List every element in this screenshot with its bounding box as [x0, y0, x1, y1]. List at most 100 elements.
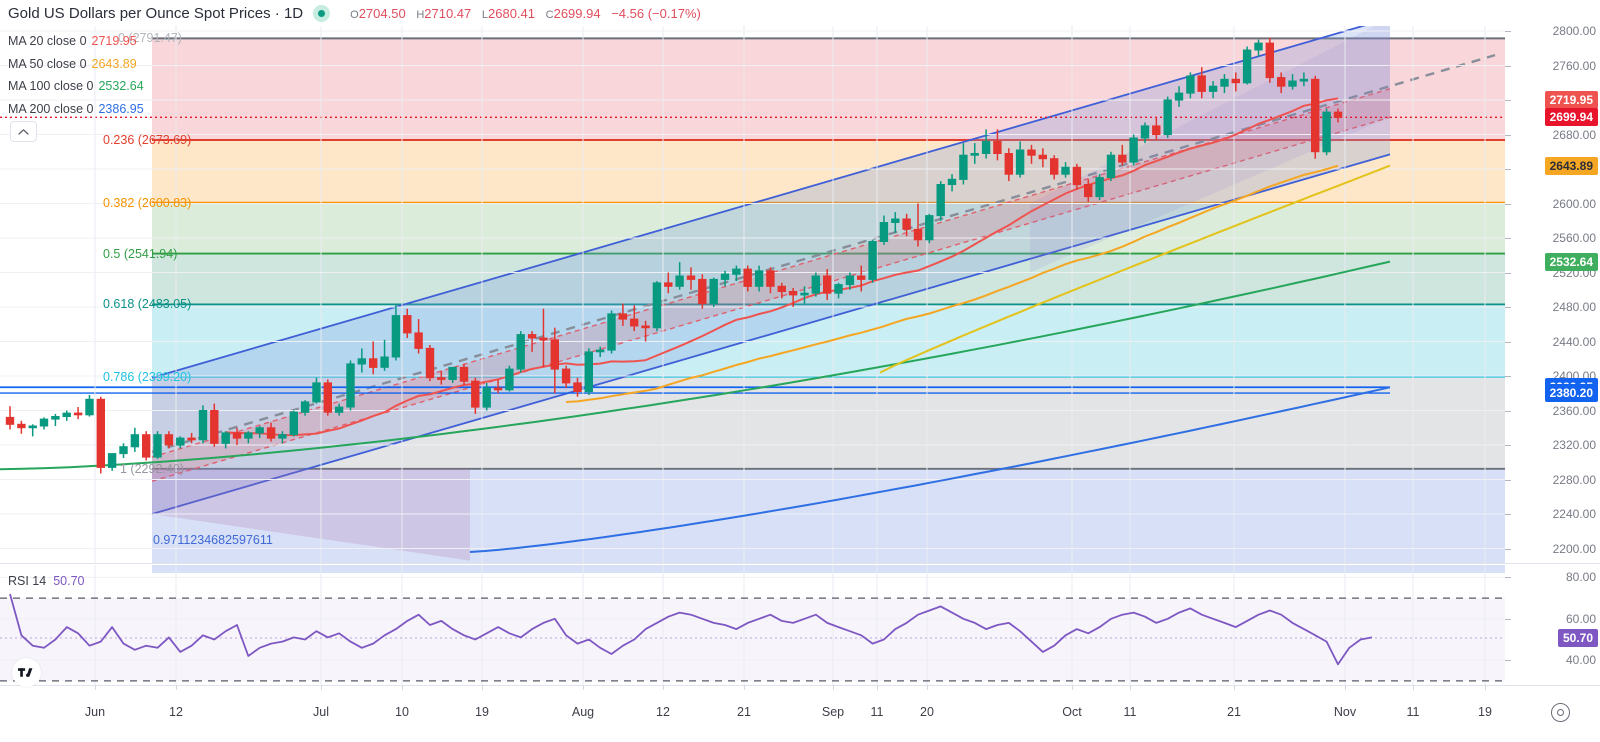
candle-body[interactable] — [1231, 78, 1240, 84]
candle-body[interactable] — [811, 275, 820, 294]
candle-body[interactable] — [266, 427, 276, 439]
candle-body[interactable] — [51, 416, 60, 420]
fib-label-7[interactable]: 0.9711234682597611 — [153, 533, 273, 547]
candle-body[interactable] — [289, 411, 299, 436]
candle-body[interactable] — [857, 275, 866, 280]
candle-body[interactable] — [743, 268, 752, 287]
candle-body[interactable] — [868, 241, 877, 280]
candle-body[interactable] — [130, 434, 140, 448]
candle-body[interactable] — [323, 382, 333, 413]
candle-body[interactable] — [300, 401, 310, 413]
candle-body[interactable] — [198, 410, 208, 441]
candle-body[interactable] — [1084, 184, 1093, 198]
candle-body[interactable] — [698, 278, 707, 305]
candle-body[interactable] — [1174, 92, 1184, 101]
candle-body[interactable] — [630, 318, 639, 327]
fib-label-1[interactable]: 0.236 (2673.69) — [103, 132, 192, 147]
candle-body[interactable] — [119, 446, 128, 455]
candle-body[interactable] — [993, 140, 1002, 155]
candle-body[interactable] — [85, 398, 94, 416]
candle-body[interactable] — [425, 347, 435, 379]
channel-upper-line[interactable] — [151, 26, 1390, 379]
candle-body[interactable] — [1197, 75, 1206, 92]
candle-body[interactable] — [255, 427, 264, 434]
candle-body[interactable] — [1027, 149, 1036, 156]
tradingview-logo-icon[interactable] — [12, 658, 41, 687]
candle-body[interactable] — [1163, 99, 1172, 135]
ma-20-line[interactable] — [225, 97, 1339, 437]
candle-body[interactable] — [448, 366, 457, 380]
candle-body[interactable] — [414, 332, 423, 349]
candle-body[interactable] — [1265, 42, 1274, 79]
time-axis[interactable]: Jun 12 Jul 10 19 Aug 12 21 Sep 11 20 Oct 11 21 Nov 11 19 — [0, 685, 1600, 742]
candle-body[interactable] — [221, 432, 230, 444]
pane-divider[interactable] — [0, 563, 1600, 564]
candle-body[interactable] — [823, 275, 832, 294]
rsi-pane[interactable] — [0, 565, 1505, 685]
candle-body[interactable] — [1288, 80, 1297, 87]
candle-body[interactable] — [902, 218, 911, 230]
candle-body[interactable] — [573, 382, 582, 392]
candle-body[interactable] — [5, 416, 15, 425]
candle-body[interactable] — [1072, 166, 1082, 186]
candle-body[interactable] — [607, 313, 616, 351]
candle-body[interactable] — [403, 315, 412, 334]
candle-body[interactable] — [539, 337, 548, 341]
fib-label-2[interactable]: 0.382 (2600.83) — [103, 195, 192, 210]
candle-body[interactable] — [471, 380, 480, 408]
candle-body[interactable] — [459, 366, 469, 382]
candle-body[interactable] — [1129, 137, 1138, 163]
candle-body[interactable] — [834, 284, 843, 294]
candle-body[interactable] — [1118, 154, 1127, 163]
candle-body[interactable] — [1015, 149, 1025, 175]
legend-row-1[interactable]: MA 50 close 0 2643.89 — [8, 53, 144, 76]
candle-body[interactable] — [788, 291, 798, 296]
candle-body[interactable] — [970, 153, 979, 156]
candle-body[interactable] — [686, 275, 696, 280]
candle-body[interactable] — [913, 228, 923, 241]
candle-body[interactable] — [493, 387, 503, 391]
candle-body[interactable] — [561, 368, 571, 384]
candle-body[interactable] — [732, 268, 741, 275]
inner-channel-lower[interactable] — [151, 116, 1391, 482]
price-tag-2[interactable]: 2643.89 — [1544, 156, 1598, 175]
rsi-value-tag[interactable]: 50.70 — [1557, 629, 1598, 648]
candle-body[interactable] — [766, 270, 775, 287]
candle-body[interactable] — [959, 154, 968, 180]
candle-body[interactable] — [1095, 177, 1104, 198]
legend-row-2[interactable]: MA 100 close 0 2532.64 — [8, 75, 144, 98]
candle-body[interactable] — [1061, 166, 1070, 175]
candle-body[interactable] — [1106, 154, 1116, 179]
candle-body[interactable] — [357, 358, 367, 365]
candle-body[interactable] — [96, 398, 105, 468]
candle-body[interactable] — [925, 215, 934, 241]
candle-body[interactable] — [312, 382, 321, 403]
candle-body[interactable] — [176, 437, 185, 446]
candle-body[interactable] — [709, 278, 718, 305]
chevron-up-icon[interactable] — [10, 121, 37, 142]
clock-icon[interactable] — [1551, 703, 1570, 722]
fib-label-0[interactable]: 0 (2791.47) — [118, 31, 182, 46]
candle-body[interactable] — [596, 349, 605, 353]
legend-row-0[interactable]: MA 20 close 0 2719.95 — [8, 30, 144, 53]
candle-body[interactable] — [369, 358, 378, 368]
candle-body[interactable] — [482, 387, 491, 408]
candle-body[interactable] — [584, 351, 593, 393]
ma-100-line[interactable] — [0, 260, 1391, 471]
candle-body[interactable] — [278, 434, 287, 439]
candle-body[interactable] — [437, 377, 446, 380]
candle-body[interactable] — [1254, 42, 1263, 51]
candle-body[interactable] — [891, 218, 900, 223]
candle-body[interactable] — [754, 270, 764, 287]
channel-lower-line[interactable] — [151, 153, 1391, 515]
candle-body[interactable] — [1208, 85, 1218, 92]
candle-body[interactable] — [675, 275, 684, 287]
candle-body[interactable] — [1186, 75, 1195, 94]
candle-body[interactable] — [550, 339, 559, 370]
candle-body[interactable] — [1140, 125, 1150, 139]
candle-body[interactable] — [516, 334, 525, 370]
candle-body[interactable] — [244, 432, 253, 439]
candle-body[interactable] — [652, 282, 662, 329]
candle-body[interactable] — [62, 412, 71, 418]
candle-body[interactable] — [1220, 78, 1229, 87]
